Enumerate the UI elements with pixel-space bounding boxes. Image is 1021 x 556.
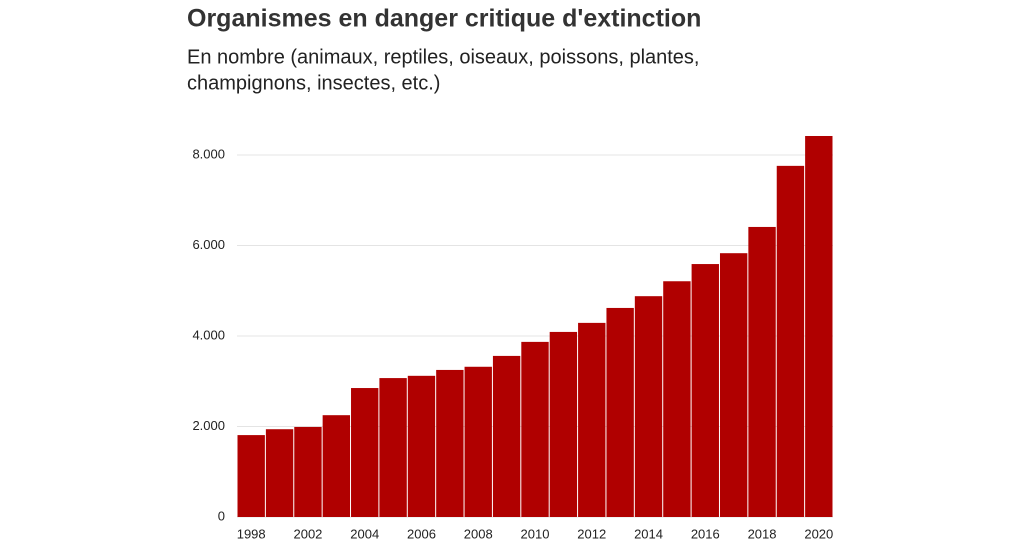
- bar: [748, 226, 776, 517]
- bar: [606, 307, 634, 517]
- bar: [407, 375, 436, 517]
- bar: [464, 366, 492, 517]
- x-tick-label: 2010: [521, 526, 550, 541]
- bar: [578, 322, 606, 517]
- bar: [634, 296, 663, 517]
- y-tick-label: 8.000: [192, 146, 225, 161]
- bar: [805, 135, 833, 517]
- bar: [379, 378, 407, 517]
- y-tick-label: 2.000: [192, 418, 225, 433]
- x-tick-label: 2018: [748, 526, 777, 541]
- chart-subtitle: En nombre (animaux, reptiles, oiseaux, p…: [187, 46, 700, 68]
- bar: [265, 429, 294, 517]
- bar: [663, 281, 691, 517]
- x-tick-label: 2020: [804, 526, 833, 541]
- x-tick-label: 2006: [407, 526, 436, 541]
- bar: [322, 415, 351, 517]
- y-tick-label: 4.000: [192, 327, 225, 342]
- bar: [436, 369, 464, 517]
- x-tick-label: 2004: [350, 526, 379, 541]
- bar: [521, 341, 549, 517]
- y-tick-label: 0: [218, 508, 225, 523]
- x-tick-label: 1998: [237, 526, 266, 541]
- bar: [237, 435, 265, 517]
- bar: [351, 388, 379, 517]
- x-tick-label: 2014: [634, 526, 663, 541]
- x-tick-label: 2002: [293, 526, 322, 541]
- chart-subtitle: champignons, insectes, etc.): [187, 72, 440, 94]
- bar: [492, 355, 521, 517]
- y-tick-label: 6.000: [192, 237, 225, 252]
- bar: [294, 426, 322, 517]
- chart-title: Organismes en danger critique d'extincti…: [187, 5, 701, 33]
- x-tick-label: 2016: [691, 526, 720, 541]
- bar: [549, 331, 578, 517]
- x-tick-label: 2012: [577, 526, 606, 541]
- bar: [719, 253, 748, 517]
- x-tick-label: 2008: [464, 526, 493, 541]
- bar: [691, 264, 719, 517]
- bar: [776, 165, 805, 518]
